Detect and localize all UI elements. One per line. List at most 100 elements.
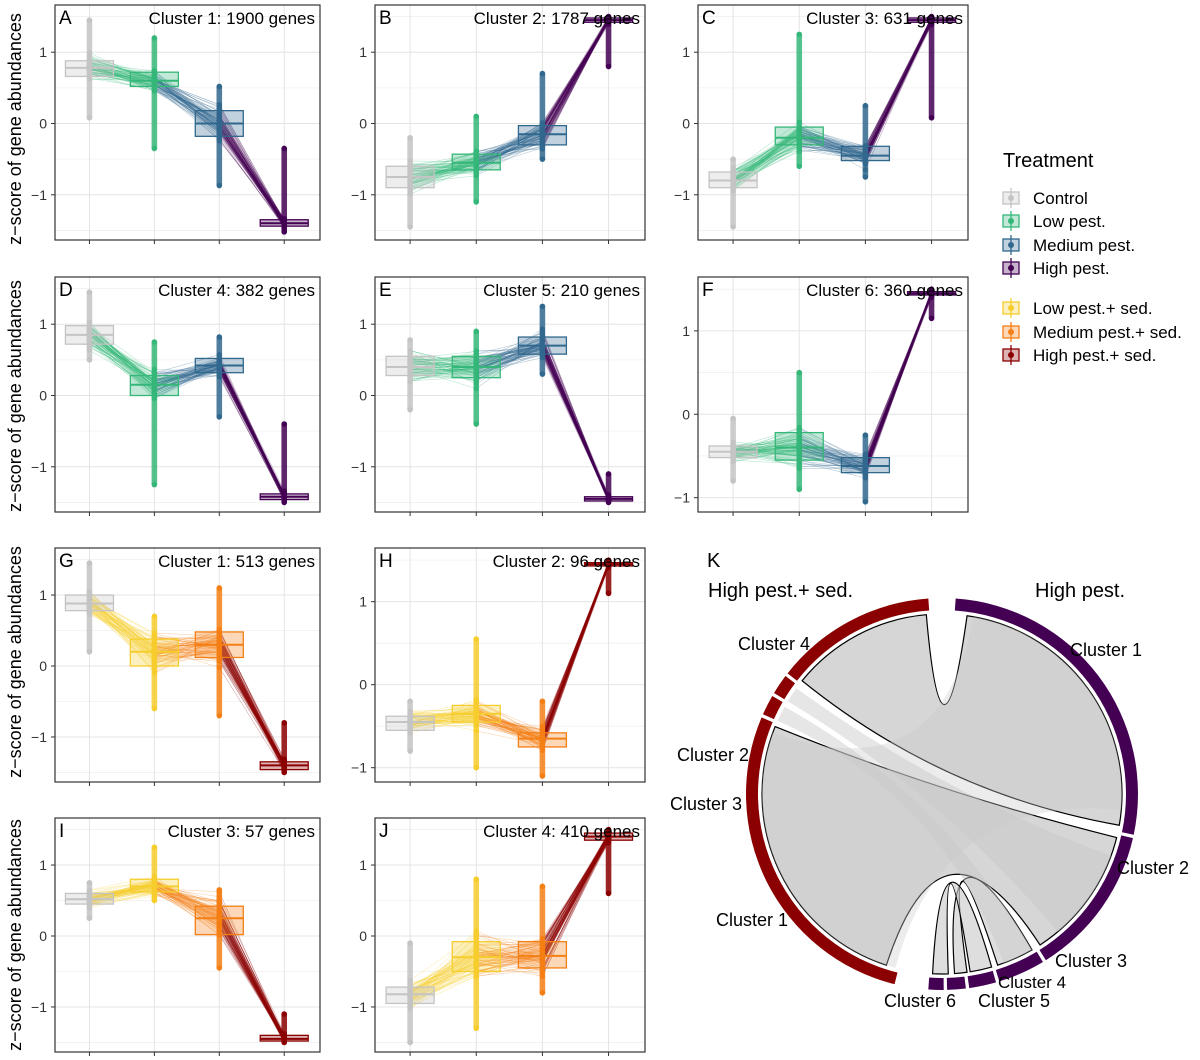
panel-title: Cluster 2: 96 genes bbox=[493, 552, 640, 571]
point-column bbox=[281, 148, 288, 232]
profile-segment bbox=[89, 67, 155, 78]
panel-b: 10−1B Cluster 2: 1787 genes bbox=[351, 4, 646, 244]
points bbox=[86, 17, 288, 235]
profile-segment bbox=[154, 86, 220, 128]
profile-segment bbox=[89, 52, 155, 85]
profile-segment bbox=[410, 167, 477, 171]
profile-segment bbox=[410, 165, 477, 169]
profile-segment bbox=[542, 19, 609, 137]
profile-segment bbox=[476, 136, 543, 175]
y-tick-label: 0 bbox=[682, 116, 690, 132]
profile-segment bbox=[410, 163, 477, 185]
profile-segment bbox=[410, 155, 477, 179]
box bbox=[774, 431, 824, 461]
y-tick-label: 0 bbox=[39, 658, 47, 674]
profile-segment bbox=[219, 119, 285, 225]
profile-segment bbox=[219, 116, 285, 227]
profile-segment bbox=[89, 68, 155, 87]
panel-background bbox=[698, 5, 968, 240]
profile-segment bbox=[219, 109, 285, 223]
profile-segment bbox=[542, 21, 609, 138]
profile-segment bbox=[410, 161, 477, 180]
profile-segment bbox=[476, 130, 543, 166]
profile-segment bbox=[476, 133, 543, 153]
profile-segment bbox=[219, 114, 285, 222]
profile-segment bbox=[89, 59, 155, 80]
point-column bbox=[862, 105, 869, 177]
profile-segment bbox=[219, 117, 285, 219]
profile-segment bbox=[476, 146, 543, 161]
profile-segment bbox=[542, 21, 609, 137]
profile-segment bbox=[542, 16, 609, 126]
profile-segment bbox=[410, 169, 477, 190]
profile-segment bbox=[89, 65, 155, 88]
profile-segment bbox=[542, 18, 609, 129]
panel-title: Cluster 4: 382 genes bbox=[158, 281, 315, 300]
profile-segment bbox=[542, 19, 609, 135]
profile-segment bbox=[476, 144, 543, 154]
profile-segment bbox=[542, 20, 609, 132]
profile-segment bbox=[154, 84, 220, 120]
profile-segment bbox=[154, 81, 220, 123]
profile-segment bbox=[219, 129, 285, 222]
profile-segment bbox=[89, 63, 155, 72]
profile-segment bbox=[410, 160, 477, 162]
profile-segment bbox=[89, 60, 155, 78]
panel-label-a: A bbox=[59, 8, 72, 29]
y-tick-label: 0 bbox=[359, 388, 367, 404]
point-column bbox=[928, 16, 935, 118]
y-axis-label-top: z−score of gene abundances bbox=[5, 13, 25, 245]
profile-segment bbox=[542, 19, 609, 143]
profile-segment bbox=[542, 17, 609, 140]
profile-segment bbox=[410, 156, 477, 176]
panel-label-c: C bbox=[702, 8, 716, 29]
panel-background bbox=[55, 277, 320, 512]
profile-segment bbox=[154, 74, 220, 122]
profile-segment bbox=[410, 170, 477, 175]
profile-segment bbox=[154, 79, 220, 116]
profile-segment bbox=[219, 120, 285, 223]
profile-segment bbox=[154, 81, 220, 128]
profile-segment bbox=[542, 17, 609, 139]
panel-label-e: E bbox=[379, 280, 392, 301]
profile-segment bbox=[476, 128, 543, 173]
profile-segment bbox=[89, 68, 155, 80]
profile-segment bbox=[154, 75, 220, 131]
profile-segment bbox=[89, 68, 155, 76]
point-column bbox=[730, 159, 736, 227]
y-tick-label: 1 bbox=[39, 587, 47, 603]
y-tick-label: 1 bbox=[359, 44, 367, 60]
profile-segment bbox=[410, 165, 477, 170]
profile-segment bbox=[542, 20, 609, 141]
profile-segment bbox=[542, 22, 609, 128]
profile-segment bbox=[410, 160, 477, 185]
profile-segment bbox=[89, 74, 155, 79]
point-column bbox=[473, 116, 480, 202]
point-column bbox=[151, 342, 158, 485]
profile-segment bbox=[154, 77, 220, 123]
profile-segment bbox=[542, 16, 609, 141]
profile-segment bbox=[410, 161, 477, 183]
profile-segment bbox=[89, 69, 155, 80]
panel-background bbox=[375, 5, 645, 240]
profile-segment bbox=[542, 21, 609, 134]
box bbox=[385, 715, 435, 731]
profile-segment bbox=[542, 18, 609, 129]
profile-segment bbox=[542, 17, 609, 147]
profile-segment bbox=[542, 20, 609, 143]
profile-segment bbox=[89, 62, 155, 81]
profile-segment bbox=[219, 113, 285, 228]
profile-segment bbox=[219, 114, 285, 223]
profile-segment bbox=[542, 16, 609, 136]
panel-d: 10−1D Cluster 4: 382 genes bbox=[31, 276, 321, 516]
profile-segment bbox=[542, 20, 609, 133]
profile-segment bbox=[476, 135, 543, 156]
profile-segment bbox=[89, 72, 155, 89]
point-column bbox=[281, 424, 288, 503]
profile-segment bbox=[219, 129, 285, 227]
profile-segment bbox=[409, 165, 477, 195]
y-tick-label: 1 bbox=[39, 316, 47, 332]
profile-segment bbox=[154, 89, 220, 124]
profile-segment bbox=[476, 137, 543, 155]
profile-segment bbox=[410, 169, 477, 172]
